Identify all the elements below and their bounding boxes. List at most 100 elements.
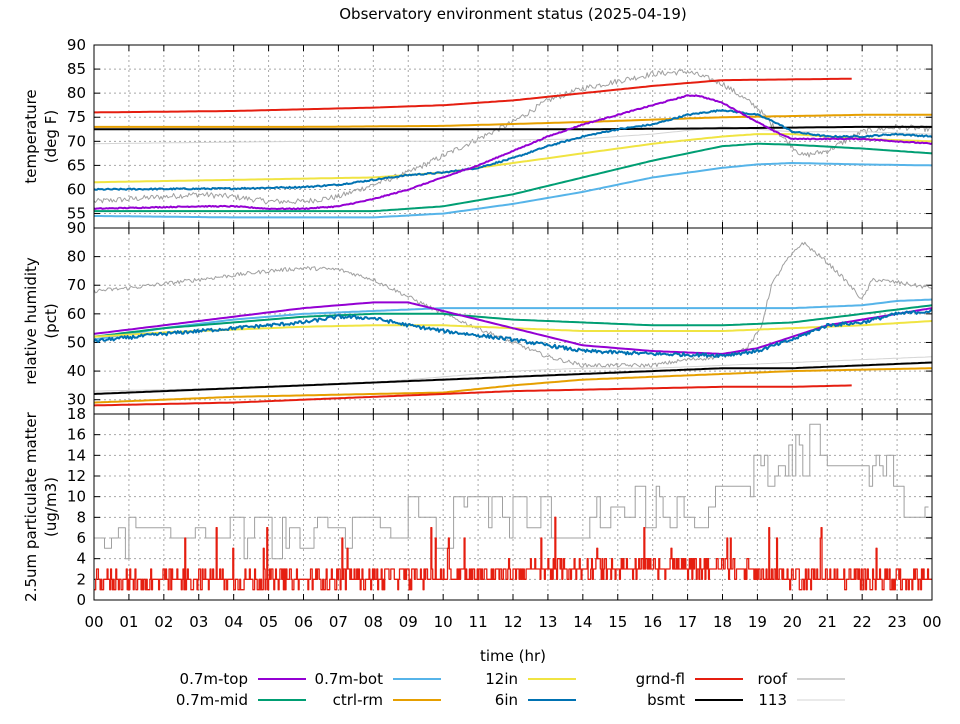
y-tick-label: 4 <box>76 550 86 568</box>
x-tick-label: 20 <box>783 613 802 631</box>
y-axis-label: relative humidity (pct) <box>22 257 60 385</box>
y-tick-label: 55 <box>67 205 86 223</box>
x-tick-label: 10 <box>434 613 453 631</box>
x-axis: 00 01 02 03 04 05 06 07 08 09 10 11 12 13 14 15 16 17 18 19… <box>84 613 941 631</box>
legend-label: 0.7m-bot <box>315 670 384 688</box>
x-tick-label: 03 <box>189 613 208 631</box>
y-tick-label: 16 <box>67 426 86 444</box>
series-6in-temperature <box>93 109 933 191</box>
x-tick-label: 14 <box>573 613 592 631</box>
x-tick-label: 00 <box>922 613 941 631</box>
legend-item-6in: 6in <box>495 691 576 709</box>
y-tick-label: 14 <box>67 446 86 464</box>
x-tick-label: 23 <box>888 613 907 631</box>
legend-item-12in: 12in <box>485 670 576 688</box>
series-grnd-fl-pm25 <box>94 516 932 591</box>
x-tick-label: 18 <box>713 613 732 631</box>
y-axis-label-line: (ug/m3) <box>42 477 60 537</box>
x-tick-label: 13 <box>538 613 557 631</box>
x-tick-label: 07 <box>329 613 348 631</box>
x-tick-label: 11 <box>469 613 488 631</box>
legend-item-bsmt: bsmt <box>647 691 743 709</box>
panel-pm25: 0 2 4 6 8 10 12 14 16 18 2.5um particulate matter(… <box>22 405 933 609</box>
x-tick-label: 06 <box>294 613 313 631</box>
series-0.7m-top-humidity <box>93 301 933 355</box>
series-0.7m-mid-temperature <box>94 142 933 213</box>
y-axis-label-line: (deg F) <box>42 110 60 163</box>
y-axis-label-line: 2.5um particulate matter <box>22 411 40 601</box>
y-axis-label-line: relative humidity <box>22 257 40 385</box>
legend: 0.7m-top 0.7m-bot 12in grnd-fl roof 0.7m-mid c… <box>176 670 845 709</box>
x-tick-label: 01 <box>119 613 138 631</box>
series-0.7m-top-temperature <box>93 94 933 211</box>
legend-item-grnd-fl: grnd-fl <box>636 670 743 688</box>
legend-label: 113 <box>758 691 787 709</box>
y-axis-label-line: (pct) <box>42 303 60 338</box>
legend-item-0.7m-top: 0.7m-top <box>180 670 306 688</box>
y-tick-label: 90 <box>67 36 86 54</box>
legend-label: 6in <box>495 691 518 709</box>
x-tick-label: 12 <box>503 613 522 631</box>
legend-item-0.7m-bot: 0.7m-bot <box>315 670 441 688</box>
y-tick-label: 50 <box>67 333 86 351</box>
y-tick-label: 6 <box>76 529 86 547</box>
panel-temperature: 55 60 65 70 75 80 85 90 temperature (deg F) <box>22 36 933 229</box>
x-tick-label: 15 <box>608 613 627 631</box>
x-axis-label: time (hr) <box>480 647 546 665</box>
series-bsmt-temperature <box>94 125 932 131</box>
y-tick-label: 2 <box>76 570 86 588</box>
series-grnd-fl-humidity <box>93 384 852 407</box>
x-tick-label: 05 <box>259 613 278 631</box>
legend-label: roof <box>758 670 788 688</box>
y-tick-label: 65 <box>67 156 86 174</box>
legend-item-113: 113 <box>758 691 845 709</box>
series-0.7m-bot-temperature <box>94 162 933 219</box>
y-tick-label: 60 <box>67 305 86 323</box>
legend-label: 12in <box>485 670 518 688</box>
legend-label: ctrl-rm <box>333 691 383 709</box>
x-tick-label: 17 <box>678 613 697 631</box>
x-tick-label: 21 <box>818 613 837 631</box>
y-tick-label: 80 <box>67 84 86 102</box>
y-tick-label: 40 <box>67 362 86 380</box>
y-axis-label: 2.5um particulate matter (ug/m3) <box>22 411 60 601</box>
series-grnd-fl-temperature <box>94 77 852 114</box>
series-0.7m-bot-humidity <box>93 298 933 341</box>
x-tick-label: 16 <box>643 613 662 631</box>
x-tick-label: 00 <box>84 613 103 631</box>
legend-item-0.7m-mid: 0.7m-mid <box>176 691 306 709</box>
legend-item-roof: roof <box>758 670 845 688</box>
x-tick-label: 22 <box>853 613 872 631</box>
y-tick-label: 18 <box>67 405 86 423</box>
x-tick-label: 02 <box>154 613 173 631</box>
x-tick-label: 09 <box>399 613 418 631</box>
y-tick-label: 12 <box>67 467 86 485</box>
y-tick-label: 10 <box>67 488 86 506</box>
y-tick-label: 70 <box>67 132 86 150</box>
y-tick-label: 90 <box>67 219 86 237</box>
legend-item-ctrl-rm: ctrl-rm <box>333 691 441 709</box>
panel-humidity: 30 40 50 60 70 80 90 relative humidity (pct) <box>22 219 933 415</box>
series-12in-temperature <box>93 133 933 184</box>
series-0.7m-mid-humidity <box>93 304 933 338</box>
y-tick-label: 75 <box>67 108 86 126</box>
legend-label: grnd-fl <box>636 670 685 688</box>
y-tick-label: 0 <box>76 591 86 609</box>
legend-label: 0.7m-top <box>180 670 248 688</box>
x-tick-label: 08 <box>364 613 383 631</box>
legend-label: 0.7m-mid <box>176 691 248 709</box>
y-tick-label: 85 <box>67 60 86 78</box>
series-ctrl-rm-humidity <box>93 367 933 404</box>
series-roof-humidity <box>93 241 933 368</box>
x-tick-label: 19 <box>748 613 767 631</box>
legend-label: bsmt <box>647 691 685 709</box>
series-bsmt-humidity <box>93 361 933 395</box>
x-tick-label: 04 <box>224 613 243 631</box>
y-tick-label: 8 <box>76 508 86 526</box>
y-tick-label: 30 <box>67 391 86 409</box>
y-tick-label: 70 <box>67 276 86 294</box>
series-6in-humidity <box>93 308 933 358</box>
